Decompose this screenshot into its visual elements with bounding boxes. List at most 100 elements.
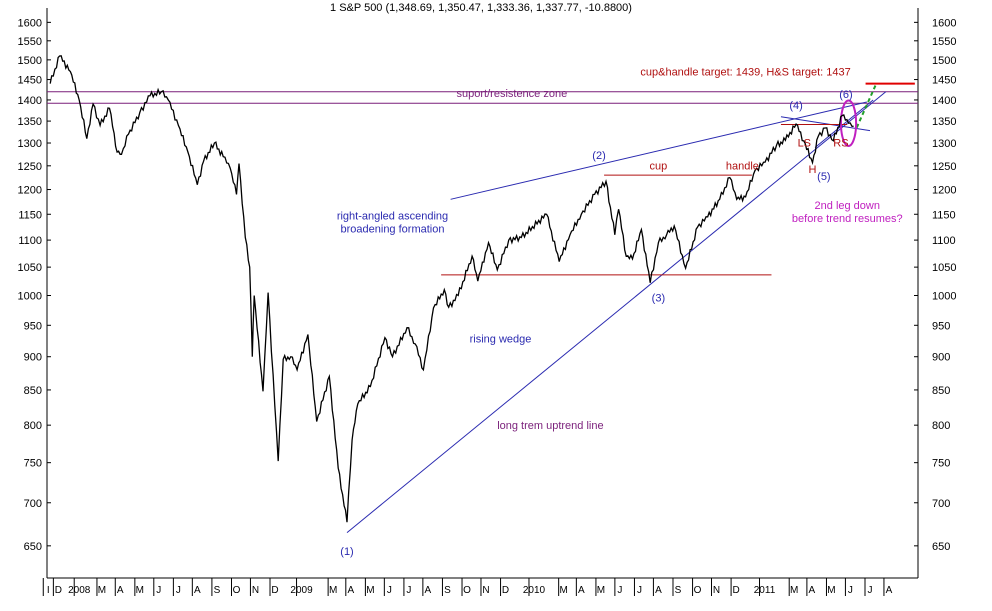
x-tick-label: A [809,585,816,596]
x-tick-label: A [425,585,432,596]
x-tick-label: S [675,585,682,596]
rs-circle [839,99,858,148]
y-tick-label-left: 1450 [18,75,42,87]
y-tick-label-right: 1300 [932,138,956,150]
y-tick-label-right: 1150 [932,209,956,221]
annotation-wave-1-line: (1) [340,546,353,558]
y-tick-label-right: 850 [932,385,950,397]
x-tick-label: A [655,585,662,596]
x-tick-label: M [559,585,567,596]
x-tick-label: J [848,585,853,596]
x-tick-label: N [713,585,720,596]
annotation-text-layer: cup&handle target: 1439, H&S target: 143… [337,67,903,558]
y-tick-label-right: 1100 [932,235,956,247]
x-tick-label: M [827,585,835,596]
x-tick-label: J [406,585,411,596]
y-tick-label-left: 800 [24,420,42,432]
y-tick-label-right: 700 [932,498,950,510]
y-tick-label-left: 650 [24,541,42,553]
x-tick-label: 2009 [290,585,313,596]
annotation-lines-layer [47,82,918,533]
x-tick-label: A [194,585,201,596]
y-tick-label-left: 1600 [18,17,42,29]
y-tick-label-right: 1200 [932,185,956,197]
annotation-wave-3-line: (3) [652,292,665,304]
y-tick-label-right: 1400 [932,95,956,107]
series-layer [49,55,854,523]
annotation-cup: cup [650,161,668,173]
y-tick-label-left: 1300 [18,138,42,150]
x-tick-label: A [347,585,354,596]
x-tick-label: M [597,585,605,596]
y-tick-label-right: 1250 [932,161,956,173]
x-tick-label: S [444,585,451,596]
y-tick-label-left: 1350 [18,116,42,128]
y-tick-label-left: 1050 [18,262,42,274]
y-tick-label-right: 1050 [932,262,956,274]
annotation-wave-5: (5) [817,171,830,183]
x-tick-label: D [271,585,278,596]
y-tick-label-left: 950 [24,320,42,332]
annotation-broadening-line: broadening formation [341,223,445,235]
y-tick-label-left: 1200 [18,185,42,197]
annotation-zone: suport/resistence zone [457,88,568,100]
annotation-h: H [809,164,817,176]
x-tick-label: 2008 [68,585,91,596]
broadening-upper-line [450,101,867,200]
axes-layer: 650 650 700 700 750 750 800 800 850 850 900 900 950 9… [18,8,956,596]
y-tick-label-left: 1100 [18,235,42,247]
x-tick-label: A [886,585,893,596]
x-tick-label: J [867,585,872,596]
y-tick-label-right: 1500 [932,55,956,67]
x-tick-label: M [790,585,798,596]
annotation-wave-4: (4) [789,100,802,112]
annotation-uptrend-line: long trem uptrend line [497,420,603,432]
y-tick-label-left: 1500 [18,55,42,67]
y-tick-label-left: 1250 [18,161,42,173]
x-tick-label: J [176,585,181,596]
x-tick-label: M [366,585,374,596]
x-tick-label: M [98,585,106,596]
annotation-broadening-line: right-angled ascending [337,210,448,222]
annotation-targets-line: cup&handle target: 1439, H&S target: 143… [640,67,850,79]
y-tick-label-right: 1350 [932,116,956,128]
x-tick-label: N [482,585,489,596]
x-tick-label: J [617,585,622,596]
annotation-broadening: right-angled ascending broadening formati… [337,210,448,235]
x-tick-label: J [637,585,642,596]
annotation-rising-wedge-line: rising wedge [470,334,532,346]
x-tick-label: M [329,585,337,596]
y-tick-label-left: 1550 [18,36,42,48]
annotation-rs-line: RS [833,138,848,150]
y-tick-label-right: 1450 [932,75,956,87]
chart-title: 1 S&P 500 (1,348.69, 1,350.47, 1,333.36,… [330,2,632,14]
annotation-ls-line: LS [798,138,811,150]
annotation-cup-line: cup [650,161,668,173]
y-tick-label-left: 850 [24,385,42,397]
annotation-zone-line: suport/resistence zone [457,88,568,100]
price-series-line [49,55,854,523]
annotation-targets: cup&handle target: 1439, H&S target: 143… [640,67,850,79]
annotation-wave-2: (2) [592,150,605,162]
annotation-uptrend: long trem uptrend line [497,420,603,432]
x-tick-label: O [694,585,702,596]
y-tick-label-left: 1000 [18,290,42,302]
x-tick-label: J [387,585,392,596]
x-tick-label: 2010 [523,585,546,596]
y-tick-label-right: 750 [932,458,950,470]
annotation-wave-4-line: (4) [789,100,802,112]
y-tick-label-right: 800 [932,420,950,432]
y-tick-label-right: 1550 [932,36,956,48]
annotation-wave-5-line: (5) [817,171,830,183]
annotation-second-leg-line: 2nd leg down [815,200,880,212]
x-tick-label: I [47,585,50,596]
x-tick-label: J [156,585,161,596]
x-tick-label: N [252,585,259,596]
annotation-second-leg: 2nd leg down before trend resumes? [792,200,903,225]
annotation-wave-2-line: (2) [592,150,605,162]
y-tick-label-left: 700 [24,498,42,510]
y-tick-label-right: 900 [932,352,950,364]
y-tick-label-left: 1150 [18,209,42,221]
target-path-line [855,83,878,128]
